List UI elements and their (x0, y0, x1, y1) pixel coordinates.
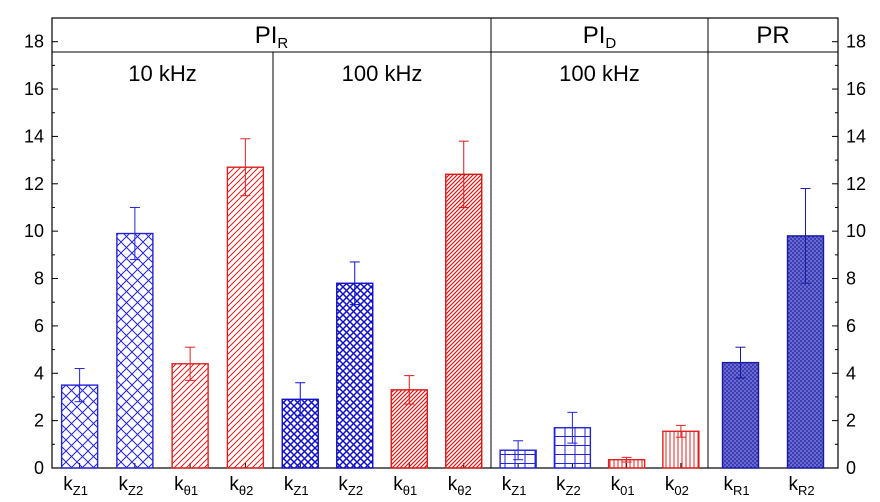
x-tick-label: kZ2 (338, 474, 363, 498)
y-tick-label-right: 0 (846, 458, 856, 478)
y-tick-label-left: 14 (24, 126, 44, 146)
bar (116, 232, 154, 469)
bar (721, 361, 760, 469)
y-tick-label-right: 12 (846, 174, 866, 194)
y-tick-label-left: 12 (24, 174, 44, 194)
y-tick-label-right: 16 (846, 79, 866, 99)
x-tick-label: kθ2 (229, 474, 253, 498)
x-tick-label: kZ2 (119, 474, 144, 498)
x-tick-label: kR2 (788, 474, 814, 498)
group-label: 10 kHz (128, 61, 196, 86)
group-label: 100 kHz (559, 61, 640, 86)
x-tick-label: kZ1 (284, 474, 309, 498)
x-tick-label: kθ1 (393, 474, 417, 498)
y-tick-label-left: 8 (34, 269, 44, 289)
y-tick-label-right: 18 (846, 32, 866, 52)
panel-header: PR (756, 22, 789, 49)
bar (226, 166, 265, 469)
x-tick-label: kθ1 (174, 474, 198, 498)
bar (171, 363, 209, 469)
x-tick-label: k01 (611, 474, 635, 498)
panel-header: PIR (255, 22, 289, 52)
x-tick-label: kZ1 (63, 474, 88, 498)
plot-frame (51, 17, 839, 469)
y-tick-label-left: 0 (34, 458, 44, 478)
x-tick-label: kθ2 (448, 474, 472, 498)
y-tick-label-right: 6 (846, 316, 856, 336)
labels-layer: 0 0 2 2 4 4 6 6 8 8 10 10 12 12 14 14 16 16 18 18 PIR 10 kHz k… (24, 22, 866, 498)
x-tick-label: k02 (665, 474, 689, 498)
y-tick-label-right: 8 (846, 269, 856, 289)
y-tick-label-right: 2 (846, 411, 856, 431)
y-tick-label-right: 14 (846, 126, 866, 146)
y-tick-label-left: 2 (34, 411, 44, 431)
x-tick-label: kZ2 (556, 474, 581, 498)
y-tick-label-left: 6 (34, 316, 44, 336)
plot-area-border (51, 17, 839, 469)
bars-layer (60, 138, 825, 469)
y-tick-label-left: 16 (24, 79, 44, 99)
panel-header: PID (583, 22, 617, 52)
bar (336, 282, 374, 469)
y-tick-label-left: 4 (34, 363, 44, 383)
bar (445, 173, 483, 469)
y-tick-label-left: 18 (24, 32, 44, 52)
x-tick-label: kZ1 (502, 474, 527, 498)
y-tick-label-right: 10 (846, 221, 866, 241)
group-label: 100 kHz (342, 61, 423, 86)
y-tick-label-left: 10 (24, 221, 44, 241)
x-tick-label: kR1 (723, 474, 749, 498)
y-tick-label-right: 4 (846, 363, 856, 383)
